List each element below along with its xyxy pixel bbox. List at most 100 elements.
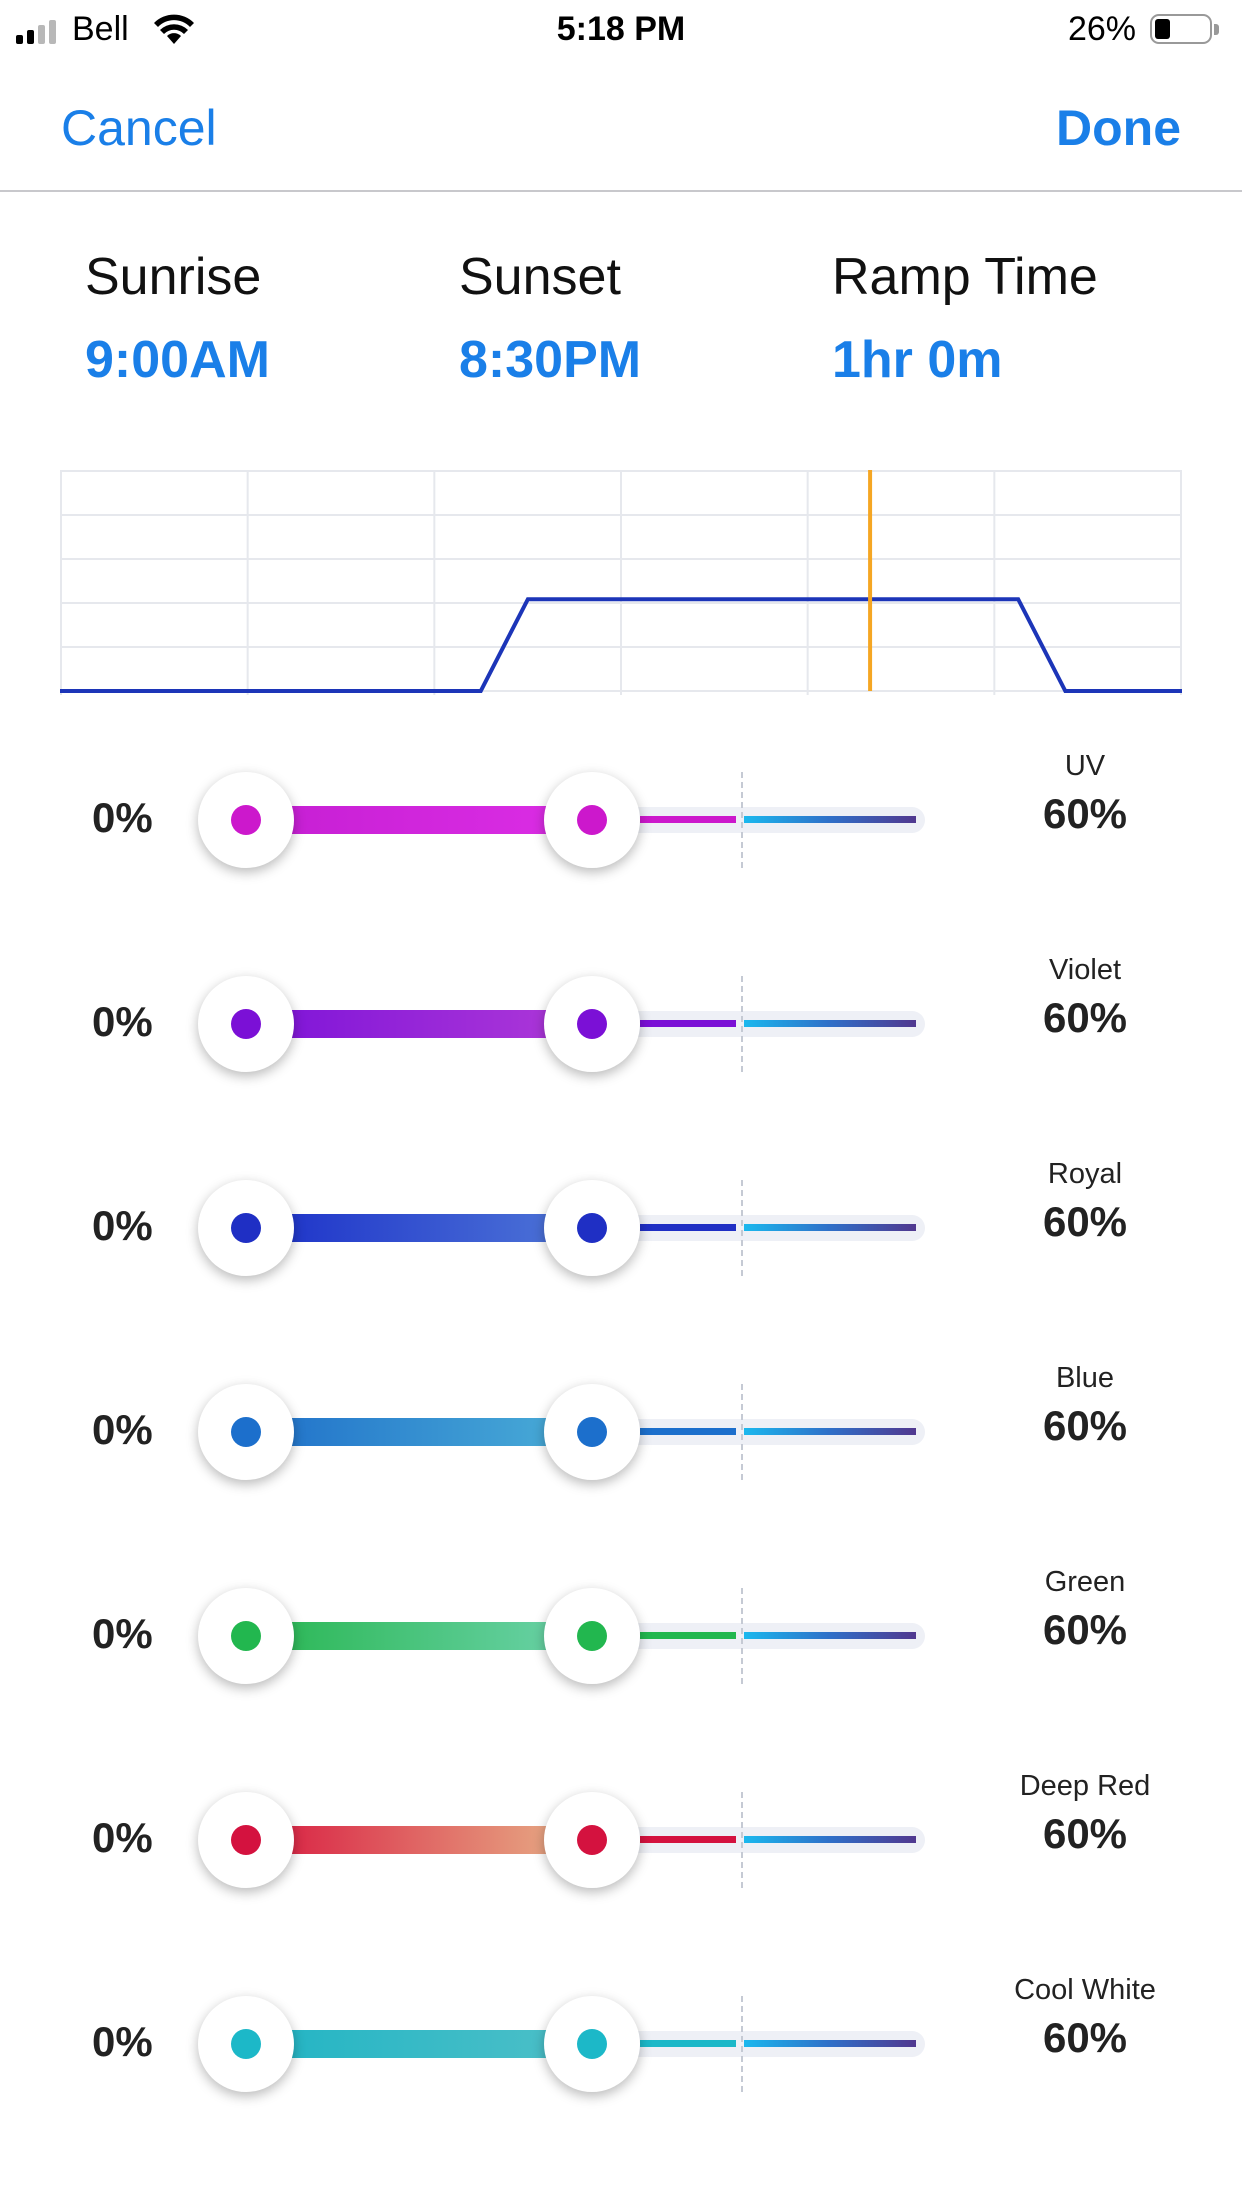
slider-min-knob[interactable] — [198, 1996, 294, 2092]
slider-range-fill — [245, 1214, 593, 1242]
channel-row-uv: 0% UV 60% — [0, 750, 1242, 890]
knob-dot — [577, 1621, 607, 1651]
battery-icon — [1150, 14, 1222, 46]
signal-icon — [16, 18, 66, 44]
carrier-label: Bell — [72, 10, 129, 48]
battery-percent: 26% — [1067, 10, 1136, 48]
channel-value: 60% — [1042, 2014, 1128, 2061]
status-bar: Bell 5:18 PM 26% — [0, 0, 1242, 62]
schedule-chart — [60, 470, 1182, 695]
knob-dot — [231, 1825, 261, 1855]
slider-channel-segment — [640, 1428, 736, 1435]
channel-row-deep-red: 0% Deep Red 60% — [0, 1770, 1242, 1910]
ramp-time-label: Ramp Time — [832, 248, 1098, 306]
slider-min-knob[interactable] — [198, 1180, 294, 1276]
slider-gradient-segment — [744, 1836, 916, 1843]
knob-dot — [231, 2029, 261, 2059]
knob-dot — [577, 1009, 607, 1039]
channel-row-blue: 0% Blue 60% — [0, 1362, 1242, 1502]
slider-range-fill — [245, 1826, 593, 1854]
min-value-label: 0% — [92, 1406, 153, 1453]
knob-dot — [231, 1621, 261, 1651]
slider-max-knob[interactable] — [544, 1180, 640, 1276]
slider-max-knob[interactable] — [544, 976, 640, 1072]
slider-max-knob[interactable] — [544, 1996, 640, 2092]
min-value-label: 0% — [92, 998, 153, 1045]
slider-min-knob[interactable] — [198, 976, 294, 1072]
slider-range-fill — [245, 1418, 593, 1446]
knob-dot — [231, 1009, 261, 1039]
slider-gradient-segment — [744, 1020, 916, 1027]
channel-row-royal: 0% Royal 60% — [0, 1158, 1242, 1298]
channel-value: 60% — [1042, 1810, 1128, 1857]
min-value-label: 0% — [92, 1202, 153, 1249]
channel-name: Royal — [1047, 1158, 1123, 1190]
ramp-time-value[interactable]: 1hr 0m — [832, 331, 1003, 389]
slider-channel-segment — [640, 816, 736, 823]
slider-min-knob[interactable] — [198, 1384, 294, 1480]
slider-channel-segment — [640, 1836, 736, 1843]
channel-value: 60% — [1042, 1606, 1128, 1653]
slider-channel-segment — [640, 1224, 736, 1231]
slider-channel-segment — [640, 1020, 736, 1027]
nav-bar: Cancel Done — [0, 62, 1242, 192]
channel-value: 60% — [1042, 790, 1128, 837]
channel-name: Violet — [1048, 954, 1122, 986]
sunrise-label: Sunrise — [85, 248, 262, 306]
slider-channel-segment — [640, 2040, 736, 2047]
slider-max-knob[interactable] — [544, 1792, 640, 1888]
slider-gradient-segment — [744, 1428, 916, 1435]
status-time: 5:18 PM — [556, 10, 686, 48]
slider-min-knob[interactable] — [198, 1792, 294, 1888]
slider-gradient-segment — [744, 816, 916, 823]
knob-dot — [577, 2029, 607, 2059]
sunrise-value[interactable]: 9:00AM — [85, 331, 270, 389]
slider-min-knob[interactable] — [198, 1588, 294, 1684]
knob-dot — [577, 805, 607, 835]
channel-name: Green — [1044, 1566, 1126, 1598]
wifi-icon — [154, 14, 194, 44]
done-button[interactable]: Done — [1056, 100, 1181, 156]
knob-dot — [577, 1417, 607, 1447]
slider-max-marker — [741, 1384, 743, 1480]
slider-channel-segment — [640, 1632, 736, 1639]
channel-value: 60% — [1042, 994, 1128, 1041]
knob-dot — [231, 1417, 261, 1447]
channel-name: Cool White — [1014, 1974, 1156, 2006]
knob-dot — [577, 1213, 607, 1243]
intensity-line — [60, 597, 1182, 693]
knob-dot — [231, 1213, 261, 1243]
channel-row-green: 0% Green 60% — [0, 1566, 1242, 1706]
channel-value: 60% — [1042, 1198, 1128, 1245]
slider-max-knob[interactable] — [544, 1588, 640, 1684]
channel-row-cool-white: 0% Cool White 60% — [0, 1974, 1242, 2114]
slider-range-fill — [245, 1010, 593, 1038]
slider-max-marker — [741, 1996, 743, 2092]
slider-max-knob[interactable] — [544, 772, 640, 868]
slider-range-fill — [245, 1622, 593, 1650]
slider-max-knob[interactable] — [544, 1384, 640, 1480]
min-value-label: 0% — [92, 794, 153, 841]
min-value-label: 0% — [92, 1610, 153, 1657]
min-value-label: 0% — [92, 1814, 153, 1861]
channel-value: 60% — [1042, 1402, 1128, 1449]
slider-gradient-segment — [744, 2040, 916, 2047]
channel-name: Deep Red — [1019, 1770, 1151, 1802]
slider-range-fill — [245, 806, 593, 834]
slider-gradient-segment — [744, 1224, 916, 1231]
slider-max-marker — [741, 1180, 743, 1276]
channel-name: UV — [1064, 750, 1106, 782]
slider-max-marker — [741, 976, 743, 1072]
sunset-label: Sunset — [459, 248, 621, 306]
slider-max-marker — [741, 1792, 743, 1888]
knob-dot — [577, 1825, 607, 1855]
cancel-button[interactable]: Cancel — [61, 100, 217, 156]
slider-max-marker — [741, 772, 743, 868]
min-value-label: 0% — [92, 2018, 153, 2065]
slider-min-knob[interactable] — [198, 772, 294, 868]
channel-name: Blue — [1055, 1362, 1115, 1394]
sunset-value[interactable]: 8:30PM — [459, 331, 642, 389]
slider-max-marker — [741, 1588, 743, 1684]
slider-range-fill — [245, 2030, 593, 2058]
knob-dot — [231, 805, 261, 835]
